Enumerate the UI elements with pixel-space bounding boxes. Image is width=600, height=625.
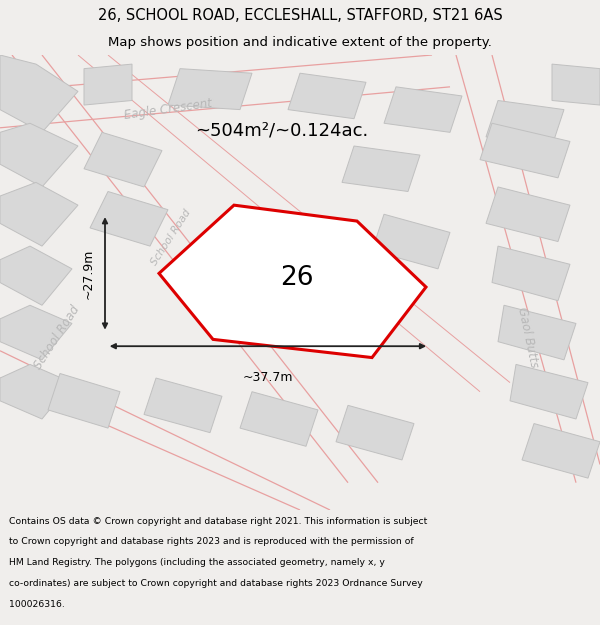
Text: ~37.7m: ~37.7m <box>242 371 293 384</box>
Text: 26, SCHOOL ROAD, ECCLESHALL, STAFFORD, ST21 6AS: 26, SCHOOL ROAD, ECCLESHALL, STAFFORD, S… <box>98 8 502 23</box>
Polygon shape <box>498 305 576 360</box>
Polygon shape <box>0 246 72 305</box>
Polygon shape <box>522 424 600 478</box>
Polygon shape <box>510 364 588 419</box>
Text: ~504m²/~0.124ac.: ~504m²/~0.124ac. <box>196 121 368 139</box>
Text: to Crown copyright and database rights 2023 and is reproduced with the permissio: to Crown copyright and database rights 2… <box>9 538 413 546</box>
Text: Gaol Butts: Gaol Butts <box>515 306 541 369</box>
Polygon shape <box>159 205 426 358</box>
Polygon shape <box>342 146 420 191</box>
Polygon shape <box>486 101 564 146</box>
Polygon shape <box>240 392 318 446</box>
Polygon shape <box>336 406 414 460</box>
Polygon shape <box>0 123 78 187</box>
Text: Map shows position and indicative extent of the property.: Map shows position and indicative extent… <box>108 36 492 49</box>
Polygon shape <box>0 55 78 132</box>
Text: ~27.9m: ~27.9m <box>81 248 94 299</box>
Polygon shape <box>90 191 168 246</box>
Polygon shape <box>486 187 570 241</box>
Text: co-ordinates) are subject to Crown copyright and database rights 2023 Ordnance S: co-ordinates) are subject to Crown copyr… <box>9 579 423 588</box>
Polygon shape <box>144 378 222 432</box>
Text: 26: 26 <box>280 265 314 291</box>
Text: Contains OS data © Crown copyright and database right 2021. This information is : Contains OS data © Crown copyright and d… <box>9 516 427 526</box>
Text: HM Land Registry. The polygons (including the associated geometry, namely x, y: HM Land Registry. The polygons (includin… <box>9 558 385 568</box>
Polygon shape <box>84 64 132 105</box>
Polygon shape <box>48 374 120 428</box>
Polygon shape <box>168 69 252 109</box>
Polygon shape <box>288 73 366 119</box>
Polygon shape <box>0 305 72 360</box>
Text: School Road: School Road <box>149 208 193 267</box>
Polygon shape <box>84 132 162 187</box>
Text: 100026316.: 100026316. <box>9 600 65 609</box>
Polygon shape <box>480 123 570 178</box>
Polygon shape <box>0 364 72 419</box>
Text: School Road: School Road <box>32 303 82 371</box>
Polygon shape <box>492 246 570 301</box>
Polygon shape <box>384 87 462 132</box>
Polygon shape <box>0 182 78 246</box>
Polygon shape <box>552 64 600 105</box>
Polygon shape <box>372 214 450 269</box>
Text: Eagle Crescent: Eagle Crescent <box>123 97 213 122</box>
